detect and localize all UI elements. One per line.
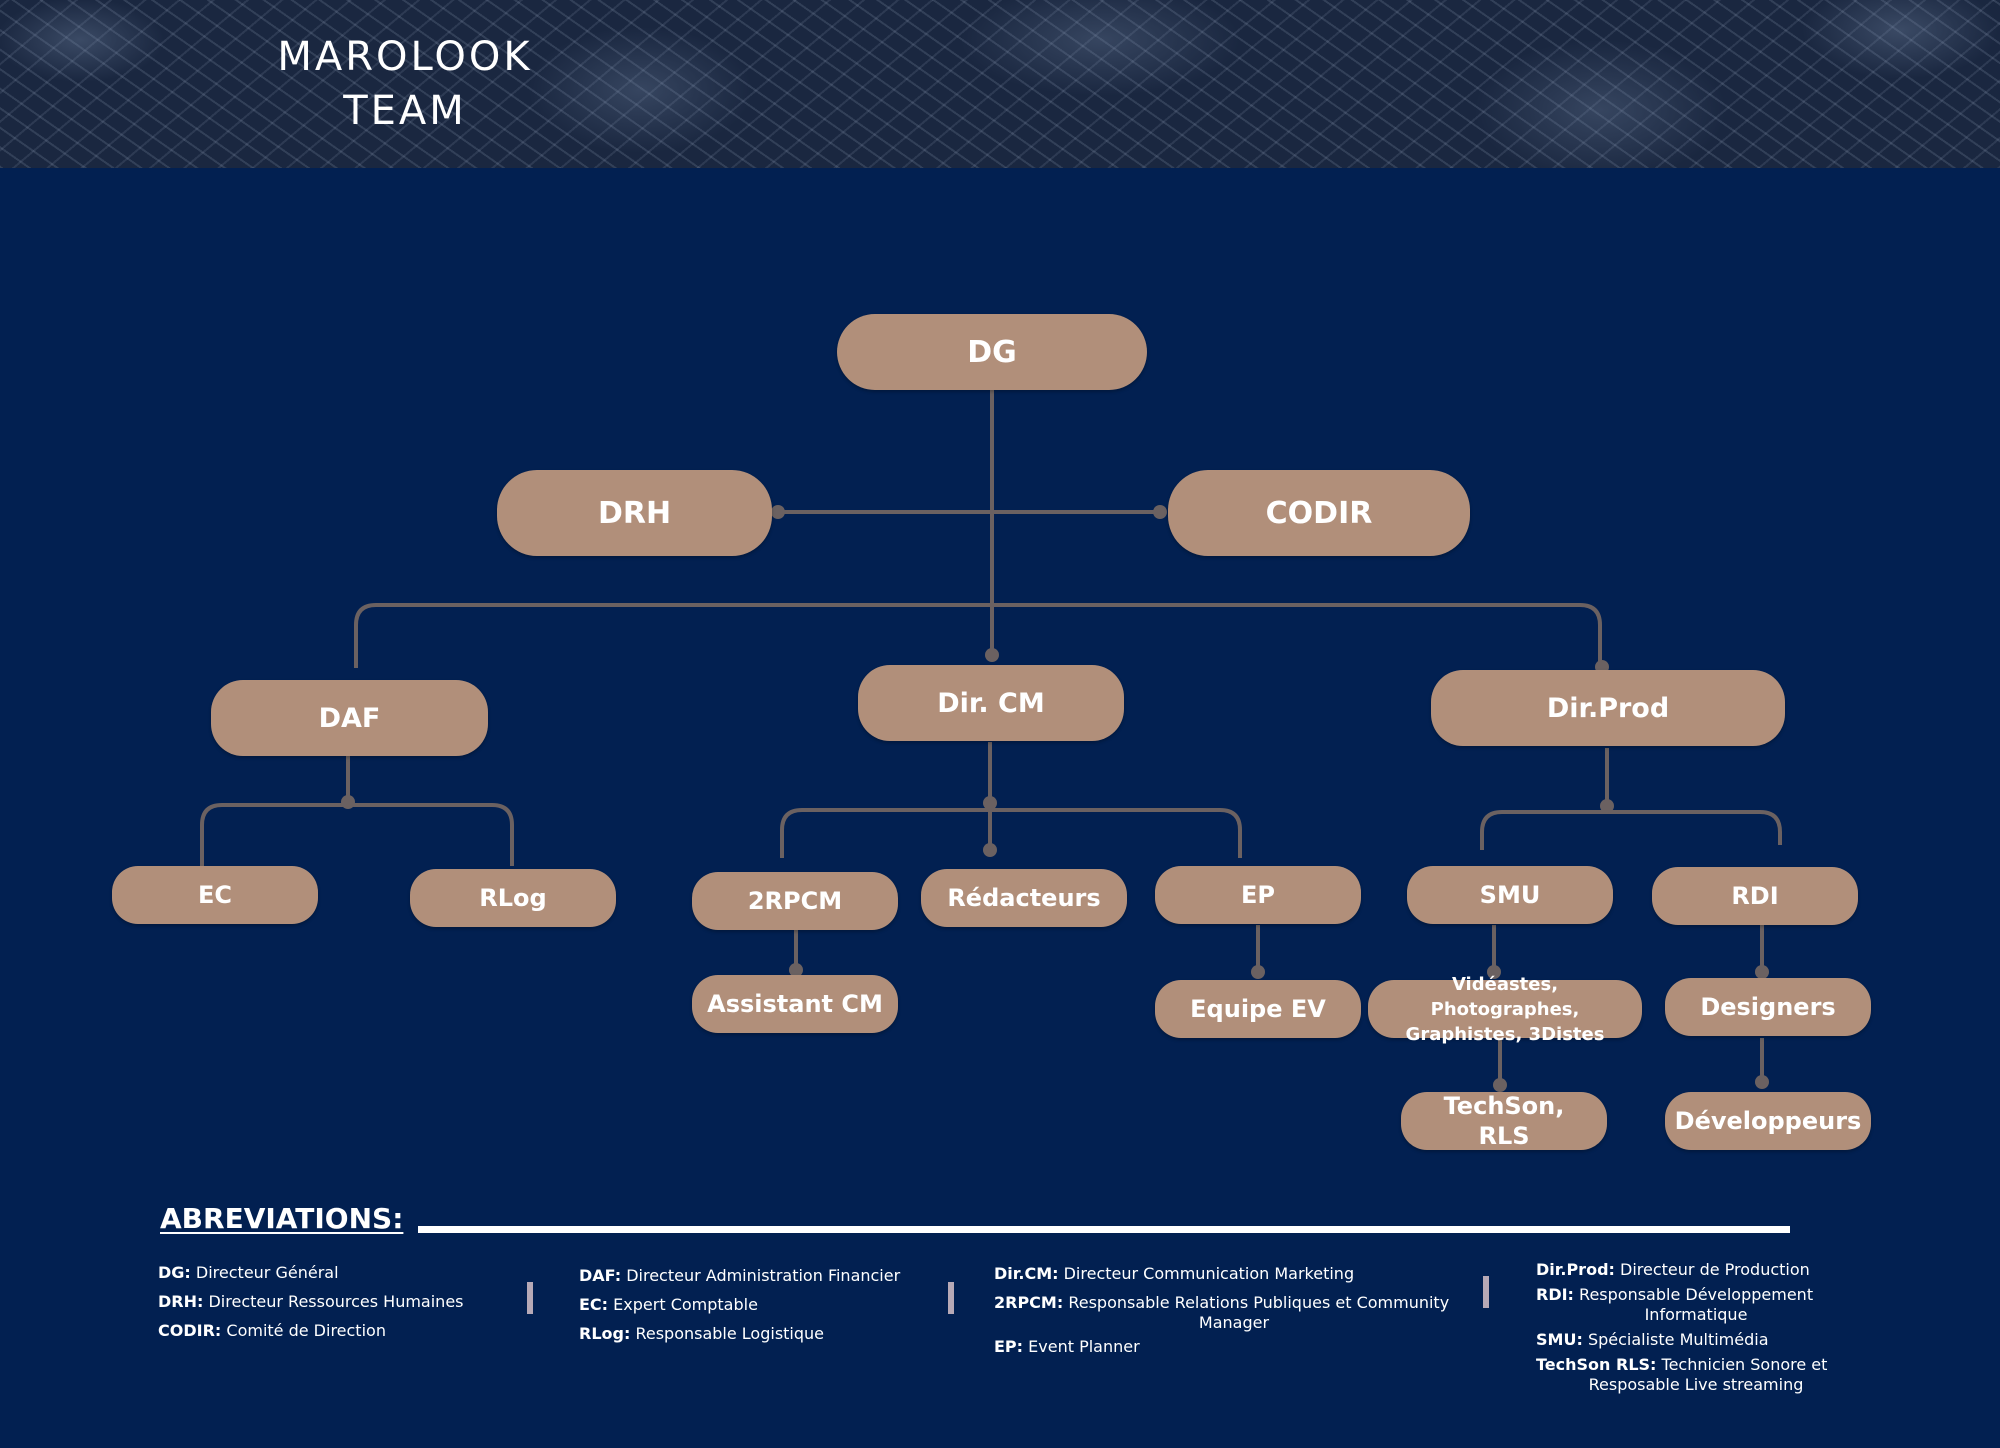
- abbr-item: 2RPCM: Responsable Relations Publiques e…: [994, 1293, 1450, 1332]
- junction-dot: [983, 843, 997, 857]
- team-title: MAROLOOK TEAM: [270, 30, 540, 138]
- node-videastes: Vidéastes, Photographes, Graphistes, 3Di…: [1368, 974, 1642, 1045]
- abbr-item: TechSon RLS: Technicien Sonore et Resposa…: [1536, 1355, 1828, 1394]
- node-dir-prod: Dir.Prod: [1431, 670, 1785, 746]
- column-separator: [527, 1282, 533, 1314]
- junction-dot: [341, 795, 355, 809]
- junction-dot: [1755, 965, 1769, 979]
- node-ep: EP: [1155, 866, 1361, 924]
- abbr-item: CODIR: Comité de Direction: [158, 1321, 386, 1340]
- connector-dirprod: [1480, 748, 1782, 850]
- column-separator: [1483, 1276, 1489, 1308]
- node-2rpcm: 2RPCM: [692, 872, 898, 930]
- junction-dot: [789, 963, 803, 977]
- connector-daf: [200, 756, 514, 866]
- abbr-item: DRH: Directeur Ressources Humaines: [158, 1292, 464, 1311]
- node-assistant-cm: Assistant CM: [692, 975, 898, 1033]
- abbreviations-heading: ABREVIATIONS:: [160, 1202, 404, 1235]
- junction-dot: [1251, 965, 1265, 979]
- abbr-item: Dir.Prod: Directeur de Production: [1536, 1260, 1810, 1279]
- connector-dircm: [780, 742, 1242, 858]
- node-designers: Designers: [1665, 978, 1871, 1036]
- node-codir: CODIR: [1168, 470, 1470, 556]
- abbr-item: SMU: Spécialiste Multimédia: [1536, 1330, 1769, 1349]
- junction-dot: [1600, 799, 1614, 813]
- junction-dot: [771, 505, 785, 519]
- junction-dot: [1153, 505, 1167, 519]
- abbr-item: EP: Event Planner: [994, 1337, 1140, 1356]
- node-rlog: RLog: [410, 869, 616, 927]
- abbreviations-col-1: DG: Directeur Général DRH: Directeur Res…: [158, 1263, 488, 1350]
- junction-dot: [985, 648, 999, 662]
- abbr-item: EC: Expert Comptable: [579, 1295, 758, 1314]
- node-dir-cm: Dir. CM: [858, 665, 1124, 741]
- junction-dot: [983, 796, 997, 810]
- junction-dot: [1755, 1075, 1769, 1089]
- node-drh: DRH: [497, 470, 772, 556]
- node-developpeurs: Développeurs: [1665, 1092, 1871, 1150]
- node-redacteurs: Rédacteurs: [921, 869, 1127, 927]
- abbreviations-col-2: DAF: Directeur Administration Financier …: [579, 1266, 939, 1353]
- team-title-line2: TEAM: [343, 88, 467, 134]
- node-ec: EC: [112, 866, 318, 924]
- node-rdi: RDI: [1652, 867, 1858, 925]
- node-equipe-ev: Equipe EV: [1155, 980, 1361, 1038]
- connector-level2-bus: [354, 603, 1602, 668]
- header-banner: MAROLOOK TEAM: [0, 0, 2000, 168]
- abbr-item: DG: Directeur Général: [158, 1263, 339, 1282]
- abbr-item: RDI: Responsable Développement Informatiq…: [1536, 1285, 1814, 1324]
- node-daf: DAF: [211, 680, 488, 756]
- column-separator: [948, 1282, 954, 1314]
- abbreviations-col-3: Dir.CM: Directeur Communication Marketin…: [994, 1264, 1474, 1366]
- abbreviations-rule: [418, 1226, 1790, 1233]
- team-title-line1: MAROLOOK: [277, 34, 533, 80]
- abbreviations-col-4: Dir.Prod: Directeur de Production RDI: R…: [1536, 1260, 1856, 1404]
- node-smu: SMU: [1407, 866, 1613, 924]
- abbr-item: DAF: Directeur Administration Financier: [579, 1266, 901, 1285]
- node-techson: TechSon, RLS: [1401, 1092, 1607, 1150]
- node-dg: DG: [837, 314, 1147, 390]
- abbr-item: RLog: Responsable Logistique: [579, 1324, 825, 1343]
- junction-dot: [1487, 965, 1501, 979]
- abbr-item: Dir.CM: Directeur Communication Marketin…: [994, 1264, 1355, 1283]
- junction-dot: [1493, 1078, 1507, 1092]
